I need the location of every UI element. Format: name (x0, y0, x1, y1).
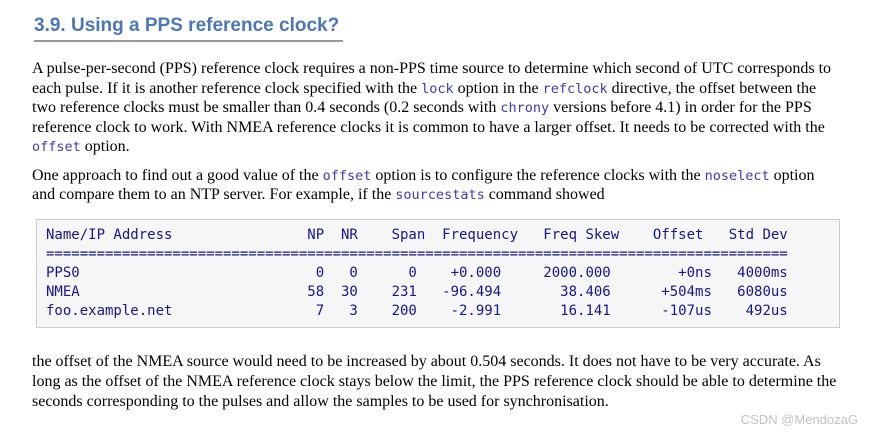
text-segment: versions before 4.1) in order for the PP… (32, 99, 825, 136)
paragraph-offset-approach: One approach to find out a good value of… (32, 166, 838, 205)
text-segment: option and compare them to an NTP server… (32, 166, 815, 204)
text-segment: A pulse-per-second (PPS) reference clock… (32, 60, 832, 97)
text-segment: command showed (484, 186, 605, 204)
inline-code: offset (32, 139, 81, 156)
inline-code: chrony (500, 100, 550, 117)
paragraph-pps-intro: A pulse-per-second (PPS) reference clock… (32, 59, 838, 157)
inline-code: refclock (542, 80, 608, 97)
text-segment: One approach to find out a good value of… (32, 166, 323, 184)
text-segment: directive, the offset between the two re… (32, 79, 817, 117)
inline-code: lock (421, 80, 454, 97)
text-segment: option is to configure the reference clo… (371, 166, 705, 184)
sourcestats-output-block: Name/IP Address NP NR Span Frequency Fre… (36, 218, 840, 329)
text-segment: option. (80, 138, 130, 156)
text-segment: the offset of the NMEA source would need… (32, 353, 837, 410)
text-segment: option in the (453, 79, 543, 97)
section-heading[interactable]: 3.9. Using a PPS reference clock? (34, 15, 344, 42)
paragraph-conclusion: the offset of the NMEA source would need… (32, 352, 838, 411)
inline-code: noselect (704, 167, 770, 184)
inline-code: sourcestats (395, 187, 485, 204)
watermark: CSDN @MendozaG (740, 412, 858, 427)
faq-page: 3.9. Using a PPS reference clock? A puls… (32, 15, 840, 411)
inline-code: offset (322, 167, 372, 184)
